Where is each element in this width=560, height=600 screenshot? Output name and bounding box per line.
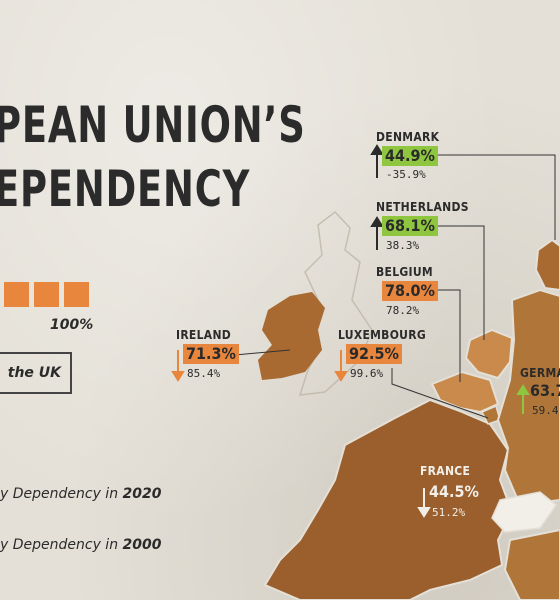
luxembourg-down-arrow bbox=[334, 350, 348, 382]
ireland-down-arrow bbox=[171, 350, 185, 382]
france-down-arrow bbox=[417, 488, 431, 518]
france-shape bbox=[263, 398, 514, 600]
belgium-value-2000: 78.2% bbox=[386, 304, 420, 317]
denmark-up-arrow bbox=[370, 144, 384, 178]
belgium-value-2020: 78.0% bbox=[382, 281, 438, 301]
netherlands-label: NETHERLANDS bbox=[376, 200, 469, 214]
uk-outline bbox=[298, 210, 373, 396]
luxembourg-value-2020: 92.5% bbox=[346, 344, 402, 364]
germany-value-2020: 63.7 bbox=[530, 381, 560, 400]
legend-2020: y Dependency in 2020 bbox=[0, 486, 162, 502]
belgium-leader-line bbox=[432, 289, 461, 382]
ireland-value-2000: 85.4% bbox=[187, 367, 221, 380]
netherlands-shape bbox=[464, 328, 514, 380]
belgium-label: BELGIUM bbox=[376, 265, 433, 279]
ireland-label: IRELAND bbox=[176, 328, 232, 342]
scale-swatch-2 bbox=[34, 282, 59, 307]
title-line-1: PEAN UNION’S bbox=[0, 96, 306, 154]
netherlands-up-arrow bbox=[370, 216, 384, 250]
france-value-2020: 44.5% bbox=[429, 482, 479, 501]
germany-label: GERMA bbox=[520, 366, 560, 380]
scale-swatch-1 bbox=[4, 282, 29, 307]
ireland-leader-line bbox=[234, 349, 291, 356]
uk-note: the UK bbox=[0, 352, 72, 394]
luxembourg-value-2000: 99.6% bbox=[350, 367, 384, 380]
luxembourg-leader-line bbox=[391, 368, 489, 419]
ireland-shape bbox=[258, 292, 325, 380]
title-line-2: EPENDENCY bbox=[0, 160, 251, 218]
belgium-shape bbox=[430, 370, 500, 414]
germany-value-2000: 59.4 bbox=[532, 404, 559, 417]
ireland-value-2020: 71.3% bbox=[183, 344, 239, 364]
legend-2000: y Dependency in 2000 bbox=[0, 537, 162, 553]
switzerland-shape bbox=[491, 491, 558, 533]
denmark-label: DENMARK bbox=[376, 130, 440, 144]
italy-shape bbox=[503, 528, 560, 600]
denmark-shape bbox=[534, 238, 560, 292]
luxembourg-label: LUXEMBOURG bbox=[338, 328, 427, 342]
denmark-value-2020: 44.9% bbox=[382, 146, 438, 166]
germany-shape bbox=[496, 288, 560, 507]
scale-max-label: 100% bbox=[50, 317, 94, 333]
denmark-leader-line bbox=[438, 154, 556, 240]
netherlands-leader-line bbox=[438, 225, 485, 340]
netherlands-value-2000: 38.3% bbox=[386, 239, 420, 252]
denmark-value-2000: -35.9% bbox=[386, 168, 426, 181]
france-label: FRANCE bbox=[420, 464, 471, 478]
france-value-2000: 51.2% bbox=[432, 506, 466, 519]
germany-up-arrow bbox=[516, 384, 530, 414]
netherlands-value-2020: 68.1% bbox=[382, 216, 438, 236]
scale-swatch-3 bbox=[64, 282, 89, 307]
